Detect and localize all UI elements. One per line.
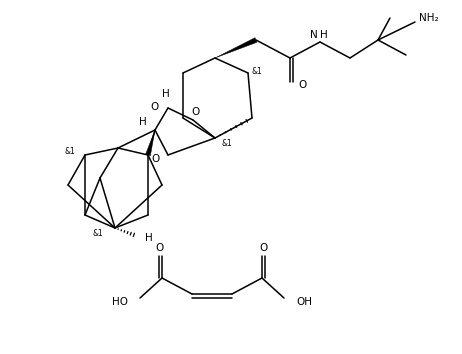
- Text: H: H: [145, 233, 153, 243]
- Text: O: O: [260, 243, 268, 253]
- Text: H: H: [162, 89, 170, 99]
- Text: &1: &1: [252, 67, 263, 75]
- Text: HO: HO: [112, 297, 128, 307]
- Text: H: H: [139, 117, 147, 127]
- Polygon shape: [215, 38, 257, 58]
- Text: N: N: [310, 30, 318, 40]
- Text: NH₂: NH₂: [419, 13, 439, 23]
- Text: H: H: [320, 30, 328, 40]
- Text: O: O: [298, 80, 306, 90]
- Text: O: O: [152, 154, 160, 164]
- Text: O: O: [151, 102, 159, 112]
- Text: &1: &1: [221, 138, 232, 148]
- Text: &1: &1: [64, 148, 75, 156]
- Text: &1: &1: [92, 229, 103, 239]
- Text: OH: OH: [296, 297, 312, 307]
- Text: O: O: [191, 107, 199, 117]
- Polygon shape: [146, 130, 155, 156]
- Text: O: O: [156, 243, 164, 253]
